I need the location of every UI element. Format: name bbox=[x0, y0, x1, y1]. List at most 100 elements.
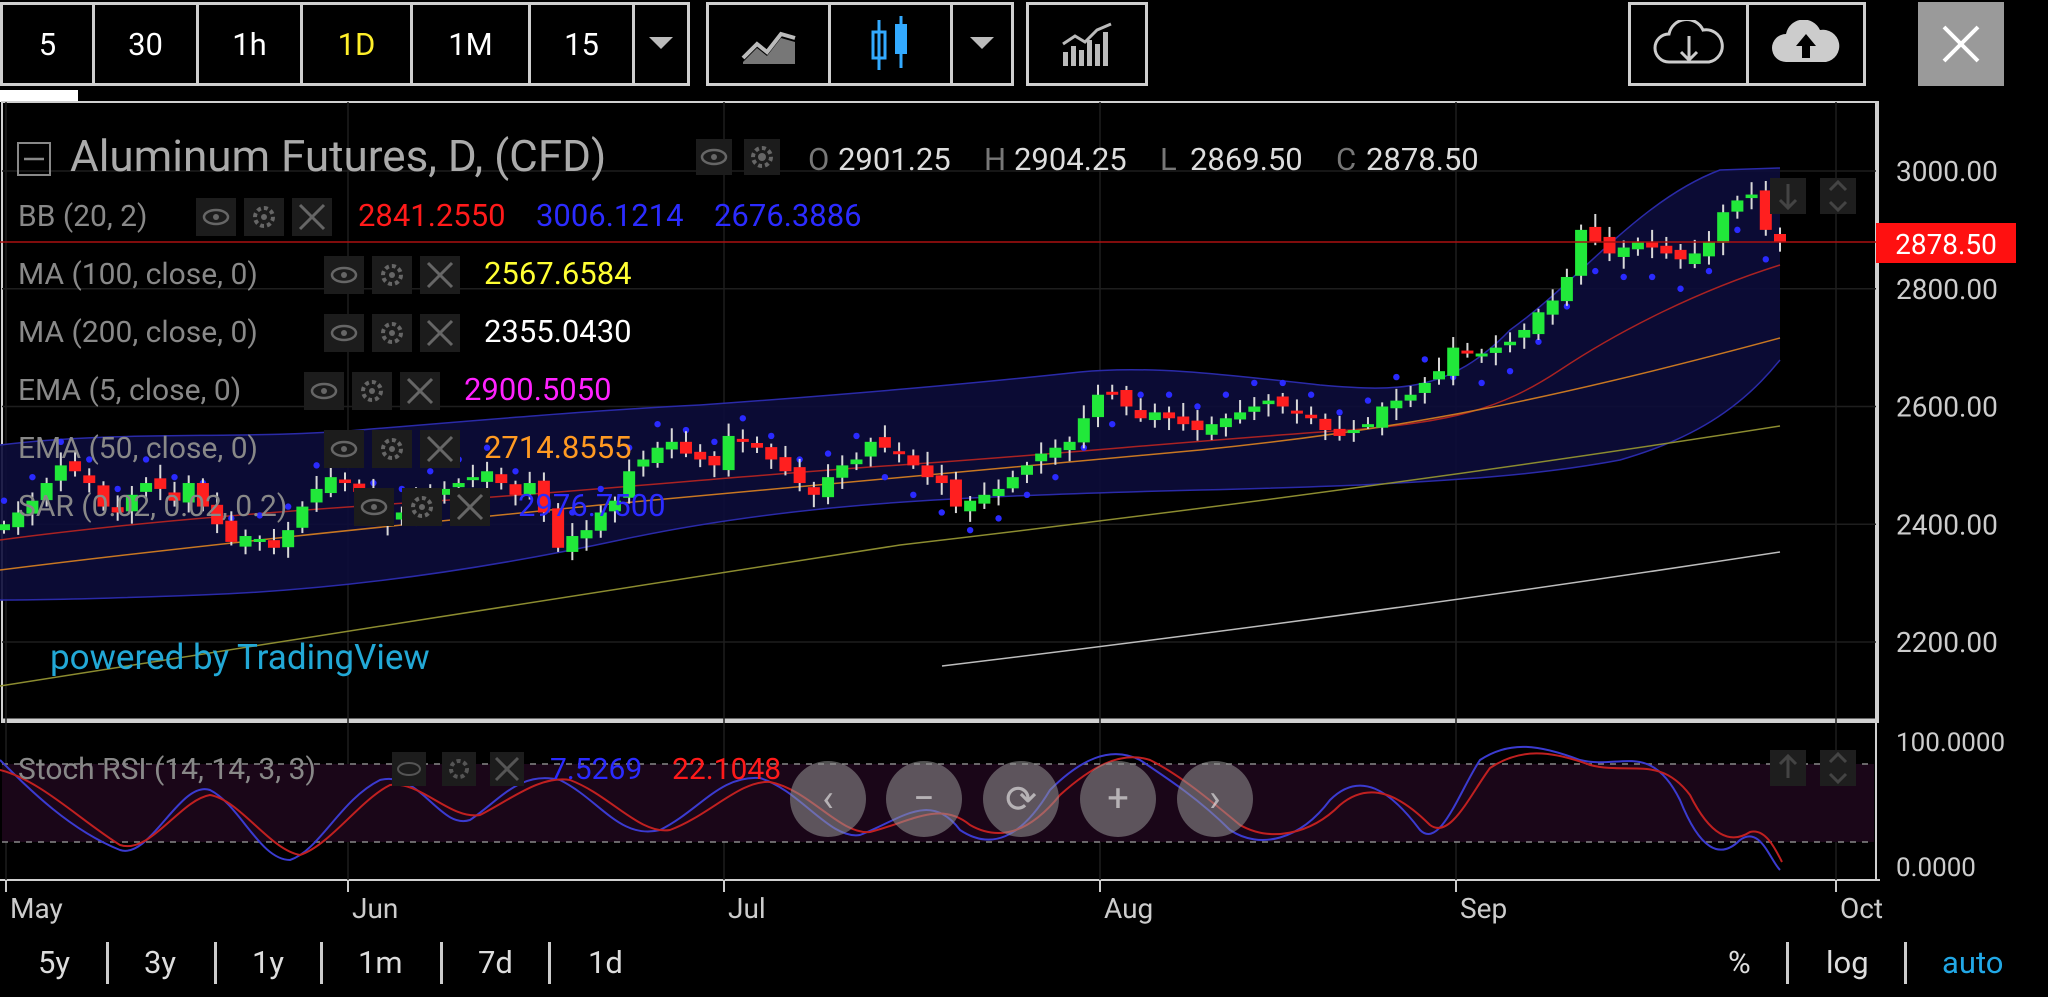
sar-dot bbox=[114, 485, 121, 493]
sar-dot bbox=[1762, 256, 1769, 263]
range-1y-button[interactable]: 1y bbox=[252, 943, 285, 981]
indicator-remove-icon[interactable] bbox=[292, 198, 332, 236]
sar-dot bbox=[824, 450, 832, 457]
interval-30-button[interactable]: 30 bbox=[95, 5, 199, 83]
indicator-gear-icon[interactable] bbox=[402, 488, 442, 526]
indicator-value: 3006.1214 bbox=[536, 197, 684, 234]
stoch-remove-icon[interactable] bbox=[490, 752, 524, 786]
indicator-gear-icon[interactable] bbox=[244, 198, 284, 236]
indicator-remove-icon[interactable] bbox=[420, 256, 460, 294]
candle-body bbox=[1234, 412, 1247, 420]
scroll-left-button[interactable]: ‹ bbox=[790, 761, 866, 837]
candle-body bbox=[452, 483, 465, 488]
range-3y-button[interactable]: 3y bbox=[144, 943, 177, 981]
ema-50-line bbox=[0, 337, 1781, 571]
candle-body bbox=[1560, 276, 1573, 302]
candle-body bbox=[964, 500, 977, 512]
interval-1m-button[interactable]: 1M bbox=[413, 5, 531, 83]
ma-200-line bbox=[941, 551, 1781, 667]
indicator-eye-icon[interactable] bbox=[304, 372, 344, 410]
sar-dot bbox=[1421, 356, 1429, 363]
candle-body bbox=[836, 465, 849, 478]
range-7d-button[interactable]: 7d bbox=[478, 943, 513, 981]
header-eye-icon[interactable] bbox=[696, 139, 732, 175]
indicator-eye-icon[interactable] bbox=[196, 198, 236, 236]
cloud-download-button[interactable] bbox=[1631, 5, 1749, 83]
collapse-legend-button[interactable] bbox=[17, 142, 51, 176]
range-1m-button[interactable]: 1m bbox=[358, 943, 403, 981]
cloud-upload-button[interactable] bbox=[1749, 5, 1863, 83]
price-tick-label: 2600.00 bbox=[1896, 391, 1998, 424]
indicator-gear-icon[interactable] bbox=[372, 314, 412, 352]
candle-body bbox=[54, 465, 67, 481]
indicator-remove-icon[interactable] bbox=[450, 488, 490, 526]
interval-dropdown-button[interactable] bbox=[635, 5, 687, 83]
chevron-left-icon: ‹ bbox=[822, 777, 834, 821]
candle-body bbox=[1205, 424, 1218, 435]
candle-body bbox=[1504, 341, 1517, 346]
scroll-right-button[interactable]: › bbox=[1177, 761, 1253, 837]
indicator-gear-icon[interactable] bbox=[372, 256, 412, 294]
indicator-name: MA (100, close, 0) bbox=[18, 257, 258, 292]
interval-1d-button[interactable]: 1D bbox=[303, 5, 413, 83]
pane-move-up-icon[interactable] bbox=[1770, 178, 1806, 214]
candle-body bbox=[1077, 418, 1090, 443]
pane-move-down-icon[interactable] bbox=[1820, 178, 1856, 214]
reset-zoom-button[interactable]: ⟳ bbox=[983, 761, 1059, 837]
close-button[interactable] bbox=[1918, 2, 2004, 86]
sar-dot bbox=[966, 526, 974, 534]
interval-15-button[interactable]: 15 bbox=[531, 5, 635, 83]
scroll-indicator bbox=[0, 90, 78, 102]
stoch-gear-icon[interactable] bbox=[442, 752, 476, 786]
indicator-remove-icon[interactable] bbox=[400, 372, 440, 410]
indicator-gear-icon[interactable] bbox=[372, 430, 412, 468]
candle-body bbox=[1475, 353, 1488, 357]
candlestick-icon bbox=[871, 16, 907, 70]
indicator-eye-icon[interactable] bbox=[324, 256, 364, 294]
candle-body bbox=[1049, 447, 1062, 458]
range-separator bbox=[106, 942, 109, 984]
indicator-name: BB (20, 2) bbox=[18, 199, 147, 234]
range-5y-button[interactable]: 5y bbox=[38, 943, 71, 981]
indicator-eye-icon[interactable] bbox=[324, 430, 364, 468]
indicator-name: MA (200, close, 0) bbox=[18, 315, 258, 350]
percent-scale-button[interactable]: % bbox=[1728, 943, 1751, 981]
header-gear-icon[interactable] bbox=[744, 139, 780, 175]
interval-1h-button[interactable]: 1h bbox=[199, 5, 303, 83]
zoom-out-button[interactable]: − bbox=[886, 761, 962, 837]
candle-body bbox=[878, 437, 891, 448]
candle-body bbox=[69, 461, 82, 472]
stoch-move-up-icon[interactable] bbox=[1770, 750, 1806, 786]
candle-body bbox=[1376, 406, 1389, 428]
auto-scale-button[interactable]: auto bbox=[1942, 943, 2004, 981]
candle-body bbox=[239, 536, 252, 547]
indicator-remove-icon[interactable] bbox=[420, 314, 460, 352]
price-axis[interactable]: 2200.00 2400.00 2600.00 2800.00 3000.00 bbox=[1896, 155, 1998, 659]
stoch-axis-100: 100.0000 bbox=[1896, 728, 2005, 758]
indicator-gear-icon[interactable] bbox=[352, 372, 392, 410]
sar-dot bbox=[1222, 391, 1230, 398]
range-1d-button[interactable]: 1d bbox=[588, 943, 623, 981]
candle-body bbox=[651, 447, 664, 464]
indicators-button[interactable] bbox=[1029, 5, 1145, 83]
interval-5-button[interactable]: 5 bbox=[3, 5, 95, 83]
ma-100-line bbox=[0, 425, 1781, 687]
tradingview-watermark[interactable]: powered by TradingView bbox=[50, 637, 430, 678]
line-chart-button[interactable] bbox=[709, 5, 831, 83]
candle-body bbox=[1546, 300, 1559, 315]
zoom-in-icon: + bbox=[1107, 777, 1129, 821]
zoom-in-button[interactable]: + bbox=[1080, 761, 1156, 837]
candle-body bbox=[1262, 400, 1275, 405]
candle-body bbox=[267, 540, 280, 548]
indicator-eye-icon[interactable] bbox=[324, 314, 364, 352]
stoch-move-down-icon[interactable] bbox=[1820, 750, 1856, 786]
range-separator bbox=[1904, 942, 1907, 984]
time-axis[interactable]: May Jun Jul Aug Sep Oct bbox=[5, 880, 1883, 925]
chart-type-dropdown-button[interactable] bbox=[953, 5, 1011, 83]
indicator-eye-icon[interactable] bbox=[354, 488, 394, 526]
stoch-eye-icon[interactable] bbox=[392, 752, 426, 786]
indicator-remove-icon[interactable] bbox=[420, 430, 460, 468]
candle-body bbox=[1319, 418, 1332, 431]
log-scale-button[interactable]: log bbox=[1826, 943, 1869, 981]
candlestick-button[interactable] bbox=[831, 5, 953, 83]
